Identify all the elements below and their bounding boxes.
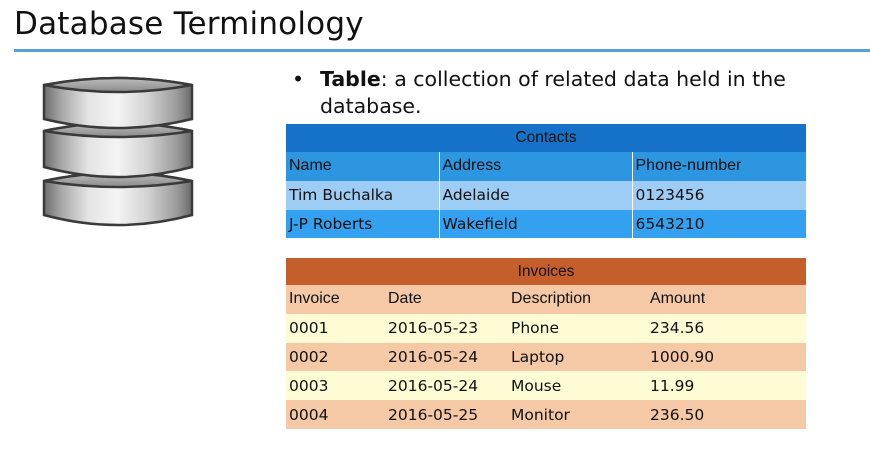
table-cell: Monitor xyxy=(511,405,570,424)
bullet-text: Table: a collection of related data held… xyxy=(320,66,840,120)
column-header: Address xyxy=(438,152,632,181)
table-cell: Phone xyxy=(511,319,560,338)
table-cell: 2016-05-25 xyxy=(388,405,479,424)
table-cell: Adelaide xyxy=(438,180,632,210)
table-cell: J-P Roberts xyxy=(289,214,373,233)
table-cell: 236.50 xyxy=(650,405,705,424)
table-cell: 234.56 xyxy=(650,319,705,338)
column-header: Name xyxy=(289,157,332,175)
table-cell: 2016-05-24 xyxy=(388,376,479,395)
table-row: 0004 2016-05-25 Monitor 236.50 xyxy=(286,400,806,429)
table-cell: Mouse xyxy=(511,376,562,395)
table-cell: 6543210 xyxy=(631,209,806,239)
column-header: Invoice xyxy=(289,290,340,308)
table-cell: Tim Buchalka xyxy=(289,186,394,205)
invoices-caption: Invoices xyxy=(517,262,575,280)
title-divider xyxy=(14,49,870,52)
contacts-table: Contacts Name Address Phone-number Tim B… xyxy=(286,124,806,239)
table-row: 0002 2016-05-24 Laptop 1000.90 xyxy=(286,342,806,372)
database-icon xyxy=(42,76,194,227)
invoices-table: Invoices Invoice Date Description Amount… xyxy=(286,258,806,429)
table-cell: 2016-05-24 xyxy=(388,347,479,366)
table-cell: 0003 xyxy=(289,376,329,395)
table-row: 0003 2016-05-24 Mouse 11.99 xyxy=(286,371,806,401)
table-cell: Wakefield xyxy=(438,209,632,239)
table-cell: 11.99 xyxy=(650,376,695,395)
column-header: Description xyxy=(511,290,592,308)
table-cell: 0002 xyxy=(289,347,329,366)
bullet-marker: • xyxy=(292,67,305,91)
table-row: 0001 2016-05-23 Phone 234.56 xyxy=(286,313,806,343)
table-row: J-P Roberts Wakefield 6543210 xyxy=(286,209,806,239)
table-cell: 0001 xyxy=(289,319,329,338)
table-cell: 0004 xyxy=(289,405,329,424)
table-cell: 2016-05-23 xyxy=(388,319,479,338)
table-cell: Laptop xyxy=(511,347,565,366)
column-header: Amount xyxy=(650,290,706,308)
table-row: Tim Buchalka Adelaide 0123456 xyxy=(286,180,806,210)
table-cell: 0123456 xyxy=(631,180,806,210)
page-title: Database Terminology xyxy=(14,6,364,42)
bullet-definition: : a collection of related data held in t… xyxy=(320,67,786,118)
table-cell: 1000.90 xyxy=(650,347,715,366)
bullet-term: Table xyxy=(320,67,381,91)
column-header: Date xyxy=(388,290,422,308)
column-header: Phone-number xyxy=(631,152,806,181)
contacts-caption: Contacts xyxy=(515,129,577,146)
